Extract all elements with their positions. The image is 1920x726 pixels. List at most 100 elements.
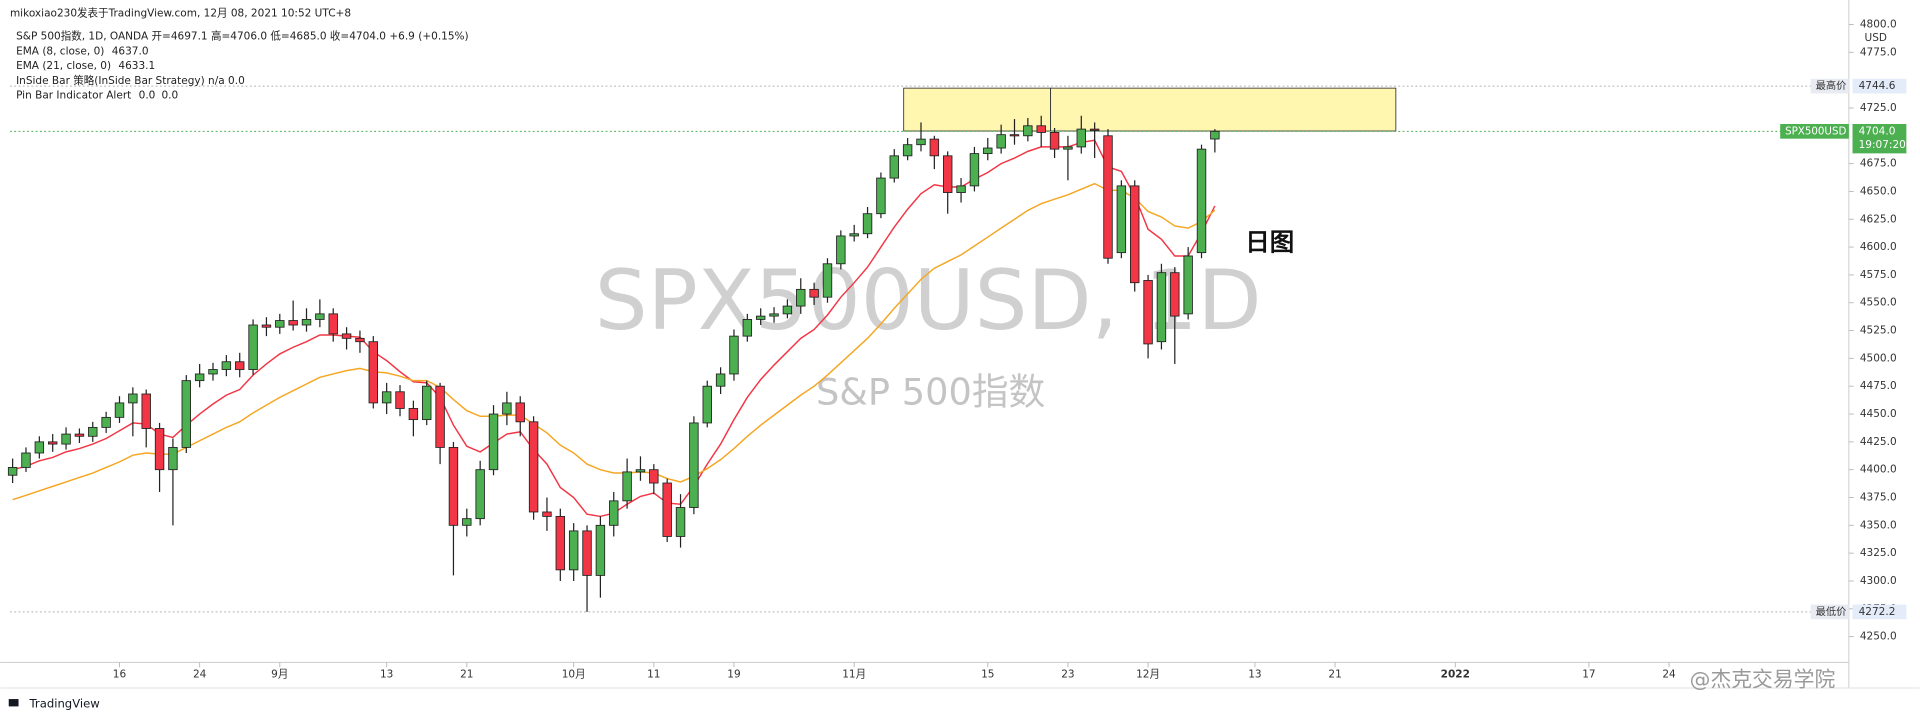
price-value-bg: [1852, 123, 1907, 154]
price-value-bg: [1852, 78, 1907, 94]
candle-body: [181, 380, 191, 448]
candle-body: [582, 530, 592, 576]
candle-body: [422, 385, 432, 421]
x-tick-label: 15: [981, 669, 994, 681]
candle-body: [916, 138, 926, 146]
candle-body: [128, 393, 138, 404]
y-tick-label: 4550.0: [1860, 297, 1897, 309]
candle-body: [1130, 185, 1140, 284]
x-tick-label: 19: [727, 669, 740, 681]
candle-body: [956, 185, 966, 193]
candle-body: [502, 402, 512, 415]
candle-body: [154, 428, 165, 471]
candle-body: [902, 144, 913, 157]
indicator-legend: InSide Bar 策略(InSide Bar Strategy) n/a 0…: [16, 74, 245, 87]
candle-body: [34, 441, 45, 454]
candle-body: [1009, 134, 1020, 137]
candle-body: [114, 402, 125, 418]
indicator-value: 4637.0: [112, 45, 149, 57]
candle-body: [822, 263, 833, 298]
candle-body: [942, 155, 953, 193]
candle-body: [622, 471, 632, 502]
candle-body: [862, 213, 873, 235]
price-line-label-bg: [1780, 123, 1849, 139]
candle-body: [649, 469, 659, 484]
y-tick-label: 4375.0: [1860, 492, 1897, 504]
price-line-label: SPX500USD: [1785, 125, 1846, 137]
zone-box: [903, 87, 1052, 132]
countdown: 19:07:20: [1859, 139, 1906, 151]
y-tick-label: 4475.0: [1860, 380, 1897, 392]
x-tick-label: 17: [1582, 669, 1595, 681]
candle-body: [61, 433, 71, 445]
indicator-value: 4633.1: [118, 60, 155, 72]
candle-body: [609, 500, 619, 526]
y-tick-label: 4625.0: [1860, 213, 1897, 225]
candle-body: [74, 433, 85, 437]
y-tick-label: 4525.0: [1860, 325, 1897, 337]
x-tick-label: 10月: [562, 669, 586, 681]
candle-body: [475, 469, 485, 520]
y-unit: USD: [1865, 32, 1887, 44]
candle-body: [408, 408, 419, 421]
brand-name: TradingView: [29, 696, 101, 710]
candle-body: [47, 441, 58, 445]
indicator-legend: EMA (8, close, 0): [16, 45, 104, 57]
candle-body: [315, 313, 325, 320]
candle-body: [381, 391, 392, 404]
candle-body: [1183, 255, 1193, 315]
x-tick-label: 12月: [1136, 669, 1160, 681]
candle-body: [528, 421, 539, 513]
x-tick-label: 23: [1061, 669, 1074, 681]
candle-body: [996, 134, 1006, 149]
candle-body: [328, 313, 338, 335]
candle-body: [1076, 128, 1087, 148]
candle-body: [1116, 185, 1127, 254]
y-tick-label: 4600.0: [1860, 241, 1897, 253]
y-tick-label: 4725.0: [1860, 102, 1897, 114]
candle-body: [715, 373, 726, 387]
candle-body: [435, 385, 445, 448]
y-tick-label: 4650.0: [1860, 185, 1897, 197]
candle-body: [395, 391, 405, 409]
candle-body: [929, 138, 940, 157]
candle-body: [462, 518, 472, 526]
candle-body: [1049, 132, 1060, 150]
candle-body: [662, 482, 672, 537]
y-tick-label: 4250.0: [1860, 631, 1897, 643]
candle-body: [983, 147, 993, 155]
x-tick-label: 9月: [271, 669, 288, 681]
candle-body: [702, 385, 712, 424]
candle-body: [755, 315, 766, 320]
candle-body: [742, 318, 753, 337]
price-line-label-bg: [1810, 78, 1849, 94]
drawing-zones: [903, 87, 1397, 132]
watermark: @杰克交易学院: [1690, 668, 1836, 692]
candle-body: [1089, 128, 1100, 131]
y-tick-label: 4450.0: [1860, 408, 1897, 420]
candle-body: [836, 235, 846, 265]
x-tick-label: 24: [1662, 669, 1676, 681]
price-value-bg: [1852, 604, 1907, 620]
indicator-value: 0.0: [139, 89, 156, 101]
y-tick-label: 4675.0: [1860, 158, 1897, 170]
price-value: 4744.6: [1859, 80, 1896, 92]
candle-body: [782, 305, 793, 315]
candle-body: [488, 413, 499, 471]
y-tick-label: 4775.0: [1860, 46, 1897, 58]
candle-body: [1170, 272, 1180, 317]
candle-body: [7, 467, 18, 476]
candle-body: [969, 153, 980, 187]
indicator-value: 0.0: [161, 89, 178, 101]
candle-body: [21, 452, 31, 468]
price-line-label: 最高价: [1816, 79, 1847, 92]
y-tick-label: 4350.0: [1860, 519, 1897, 531]
candle-body: [288, 320, 298, 326]
symbol-line: S&P 500指数, 1D, OANDA 开=4697.1 高=4706.0 低…: [16, 30, 469, 43]
x-tick-label: 21: [1328, 669, 1341, 681]
indicator-legend: EMA (21, close, 0): [16, 60, 111, 72]
candle-body: [595, 524, 606, 576]
y-tick-label: 4425.0: [1860, 436, 1897, 448]
candle-body: [729, 335, 739, 375]
x-tick-label: 11月: [842, 669, 866, 681]
